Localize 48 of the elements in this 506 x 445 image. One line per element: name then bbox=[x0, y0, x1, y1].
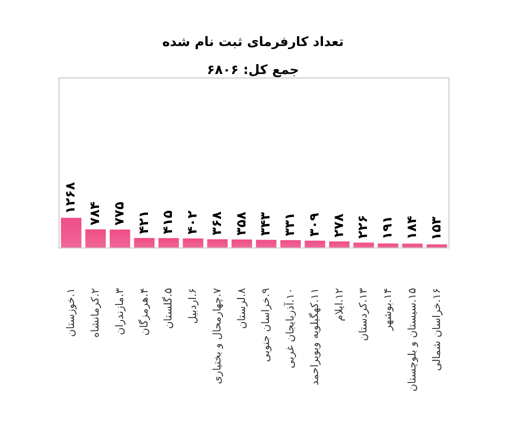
bar bbox=[207, 239, 228, 248]
x-tick-label: ۱.خوزستان bbox=[65, 288, 78, 337]
bar bbox=[60, 218, 82, 248]
data-label: ۴۲۱ bbox=[136, 210, 152, 234]
x-tick-label: ۷.چهارمحال و بختیاری bbox=[211, 288, 224, 384]
x-tick-label: ۶.اردبیل bbox=[187, 288, 200, 324]
bar bbox=[353, 242, 374, 248]
data-label: ۲۲۶ bbox=[356, 214, 372, 239]
bar bbox=[256, 240, 276, 248]
data-label: ۱۹۱ bbox=[380, 216, 396, 240]
x-tick-label: ۵.گلستان bbox=[162, 288, 175, 329]
x-tick-label: ۸.لرستان bbox=[236, 288, 248, 329]
data-label: ۷۸۴ bbox=[88, 201, 104, 226]
bar bbox=[232, 239, 252, 248]
x-tick-label: ۴.هرمزگان bbox=[137, 288, 150, 336]
data-label: ۳۶۸ bbox=[210, 211, 225, 236]
bar bbox=[182, 238, 204, 248]
data-label: ۱۸۴ bbox=[404, 216, 420, 240]
x-tick-label: ۱۴.بوشهر bbox=[382, 288, 394, 332]
data-label: ۳۳۱ bbox=[283, 212, 298, 236]
x-tick-label: ۱۶.خراسان شمالی bbox=[430, 288, 443, 371]
chart-title: تعداد کارفرمای ثبت نام شده bbox=[162, 35, 344, 50]
x-tick-label: ۲.کرمانشاه bbox=[90, 288, 102, 338]
chart-subtitle: جمع کل: ۶۸۰۶ bbox=[206, 63, 300, 78]
data-label: ۳۵۸ bbox=[234, 212, 250, 236]
data-label: ۳۰۹ bbox=[307, 212, 322, 237]
x-tick-label: ۱۲.ایلام bbox=[333, 288, 346, 322]
data-label: ۴۰۲ bbox=[186, 210, 201, 234]
data-label: ۱۲۶۸ bbox=[64, 182, 79, 214]
data-label: ۳۴۳ bbox=[258, 212, 274, 236]
bar bbox=[134, 238, 155, 248]
data-label: ۷۷۵ bbox=[112, 202, 128, 226]
bar bbox=[304, 240, 326, 248]
bar bbox=[280, 240, 301, 248]
x-tick-label: ۹.خراسان جنوبی bbox=[260, 288, 272, 362]
bar bbox=[329, 241, 350, 248]
bar bbox=[402, 244, 423, 248]
x-tick-label: ۱۳.کردستان bbox=[358, 288, 370, 341]
data-label: ۱۵۳ bbox=[429, 216, 444, 240]
data-label: ۲۷۸ bbox=[332, 214, 347, 238]
bar bbox=[110, 230, 130, 248]
bar bbox=[85, 229, 106, 248]
x-tick-label: ۱۵.سیستان و بلوچستان bbox=[406, 288, 418, 392]
x-tick-label: ۳.مازندران bbox=[114, 288, 126, 336]
x-tick-label: ۱۰.آذربایجان غربی bbox=[284, 288, 297, 368]
bar bbox=[158, 238, 179, 248]
data-label: ۴۱۵ bbox=[161, 210, 176, 234]
x-tick-label: ۱۱.کهگیلویه وبویراحمد bbox=[308, 288, 321, 386]
